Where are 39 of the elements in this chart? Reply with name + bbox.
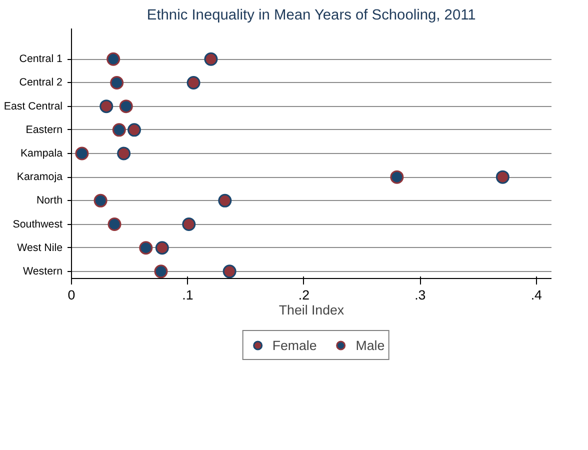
- y-tick-label: North: [36, 194, 63, 207]
- x-axis-title: Theil Index: [278, 302, 344, 318]
- x-tick-label: .2: [298, 288, 310, 302]
- point: [155, 241, 169, 255]
- x-tick-label: .3: [414, 288, 426, 302]
- y-tick-label: Kampala: [20, 148, 63, 160]
- x-tick-label: .4: [530, 288, 543, 302]
- y-tick-label: Central 2: [19, 76, 63, 89]
- point: [182, 218, 196, 231]
- point: [139, 241, 153, 255]
- x-tick-label: .1: [182, 288, 194, 302]
- y-tick-label: West Nile: [17, 242, 63, 254]
- point: [117, 146, 131, 160]
- y-tick-label: Eastern: [26, 124, 63, 136]
- point: [106, 52, 120, 66]
- point: [108, 218, 122, 231]
- point: [128, 123, 142, 137]
- point: [496, 170, 510, 184]
- point: [186, 76, 200, 90]
- point: [222, 264, 236, 278]
- chart-title: Ethnic Inequality in Mean Years of Schooling, 2011: [146, 8, 476, 24]
- legend-label: Female: [272, 338, 317, 352]
- y-tick-label: Southwest: [12, 218, 63, 230]
- legend-label: Male: [356, 338, 385, 352]
- point: [100, 100, 114, 114]
- point: [75, 146, 89, 160]
- y-tick-label: Karamoja: [16, 171, 63, 184]
- y-tick-label: Central 1: [19, 53, 63, 66]
- point: [218, 194, 232, 208]
- x-tick-label: 0: [68, 288, 76, 302]
- point: [119, 100, 133, 114]
- y-tick-label: East Central: [4, 100, 63, 112]
- point: [94, 194, 108, 208]
- point: [154, 264, 168, 278]
- point: [110, 76, 124, 90]
- point: [112, 123, 126, 137]
- point: [390, 170, 404, 184]
- y-tick-label: Western: [23, 265, 63, 278]
- point: [204, 52, 218, 66]
